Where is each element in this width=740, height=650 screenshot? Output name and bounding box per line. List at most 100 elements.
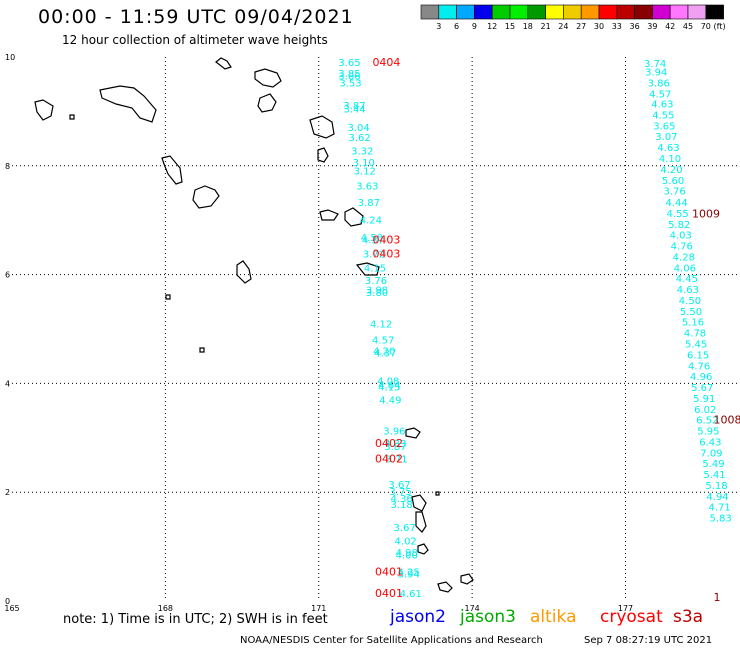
swh-value: 4.76 — [671, 242, 693, 253]
swh-value: 4.33 — [384, 439, 406, 450]
swh-value: 4.63 — [657, 143, 679, 154]
swh-value: 4.61 — [400, 589, 422, 600]
y-tick-label: 6 — [5, 271, 10, 280]
swh-value: 4.57 — [649, 89, 671, 100]
colorbar-label: 36 — [630, 22, 640, 31]
island-outline — [355, 262, 380, 276]
swh-value: 4.71 — [708, 503, 730, 514]
swh-value: 5.95 — [697, 427, 719, 438]
swh-value: 4.76 — [688, 361, 710, 372]
colorbar-label: 18 — [523, 22, 533, 31]
swh-value: 4.49 — [379, 396, 401, 407]
swh-value: 4.78 — [684, 329, 706, 340]
swh-value: 3.85 — [338, 69, 360, 80]
swh-value: 4.03 — [670, 231, 692, 242]
island-outline — [199, 347, 205, 353]
swh-value: 4.96 — [690, 372, 712, 383]
colorbar-label: 42 — [665, 22, 675, 31]
swh-value: 3.86 — [648, 78, 670, 89]
swh-value: 4.20 — [660, 165, 682, 176]
footnote: note: 1) Time is in UTC; 2) SWH is in fe… — [63, 612, 328, 627]
swh-value: 3.12 — [354, 167, 376, 178]
swh-value: 4.50 — [679, 296, 701, 307]
pass-time-label: 1 — [713, 591, 720, 604]
pass-time-label: 0402 — [375, 452, 403, 465]
colorbar-label: 6 — [454, 22, 459, 31]
swh-value: 4.08 — [377, 376, 399, 387]
pass-time-label: 0403 — [372, 234, 400, 247]
swh-value: 4.55 — [652, 110, 674, 121]
y-tick-label: 8 — [5, 162, 10, 171]
x-tick-label: 174 — [465, 604, 480, 613]
swh-value: 3.65 — [653, 121, 675, 132]
swh-value: 3.32 — [351, 146, 373, 157]
swh-value: 4.15 — [364, 263, 386, 274]
pass-time-label: 0402 — [375, 437, 403, 450]
island-outline — [437, 581, 453, 593]
swh-value: 4.50 — [361, 233, 383, 244]
swh-value: 3.18 — [390, 500, 412, 511]
swh-value: 5.41 — [703, 470, 725, 481]
swh-value: 6.02 — [694, 405, 716, 416]
swh-value: 4.25 — [398, 567, 420, 578]
swh-value: 4.37 — [362, 236, 384, 247]
colorbar-label: 24 — [558, 22, 568, 31]
swh-value: 5.18 — [705, 481, 727, 492]
swh-value: 4.06 — [674, 263, 696, 274]
pass-time-label: 0404 — [372, 56, 400, 69]
island-outline — [411, 494, 427, 512]
colorbar-label: 3 — [436, 22, 441, 31]
map-title: 00:00 - 11:59 UTC 09/04/2021 — [38, 6, 354, 28]
swh-value: 4.45 — [676, 274, 698, 285]
swh-value: 4.94 — [706, 492, 728, 503]
swh-value: 5.50 — [680, 307, 702, 318]
swh-value: 5.83 — [709, 514, 731, 525]
swh-value: 4.28 — [673, 252, 695, 263]
colorbar-label: 70 — [701, 22, 711, 31]
swh-value: 4.57 — [372, 336, 394, 347]
swh-value: 4.02 — [395, 536, 417, 547]
swh-value: 3.80 — [366, 288, 388, 299]
pass-time-label: 0401 — [375, 587, 403, 600]
mission-legend-s3a: s3a — [673, 607, 704, 627]
island-outline — [319, 209, 339, 221]
x-tick-label: 177 — [618, 604, 633, 613]
swh-value: 4.37 — [374, 349, 396, 360]
swh-value: 4.63 — [677, 285, 699, 296]
island-outline — [317, 147, 329, 163]
swh-value: 5.82 — [668, 220, 690, 231]
swh-value: 3.66 — [338, 71, 360, 82]
swh-value: 3.94 — [645, 67, 667, 78]
colorbar-swatch — [705, 4, 724, 20]
swh-value: 3.74 — [644, 59, 666, 70]
swh-value: 5.45 — [685, 339, 707, 350]
generation-timestamp: Sep 7 08:27:19 UTC 2021 — [584, 635, 713, 646]
y-tick-label: 10 — [5, 53, 15, 62]
swh-value: 5.60 — [662, 176, 684, 187]
swh-value: 3.72 — [363, 250, 385, 261]
swh-value: 3.63 — [356, 182, 378, 193]
swh-value: 6.43 — [699, 437, 721, 448]
swh-value: 3.44 — [343, 104, 365, 115]
swh-value: 4.15 — [378, 382, 400, 393]
swh-value: 7.09 — [700, 448, 722, 459]
swh-value: 4.44 — [666, 198, 688, 209]
colorbar-label: 21 — [541, 22, 551, 31]
swh-value: 3.07 — [655, 132, 677, 143]
swh-value: 3.87 — [343, 101, 365, 112]
y-tick-label: 0 — [5, 597, 10, 606]
island-outline — [405, 427, 421, 439]
swh-value: 3.98 — [366, 286, 388, 297]
swh-value: 3.62 — [349, 133, 371, 144]
swh-value: 4.36 — [390, 494, 412, 505]
x-tick-label: 171 — [311, 604, 326, 613]
colorbar-unit: (ft) — [714, 22, 726, 31]
swh-value: 3.87 — [358, 198, 380, 209]
swh-value: 4.98 — [396, 548, 418, 559]
colorbar-label: 30 — [594, 22, 604, 31]
swh-value: 3.96 — [383, 427, 405, 438]
pass-time-label: 1008 — [713, 414, 740, 427]
pass-time-label: 0401 — [375, 565, 403, 578]
swh-value: 3.67 — [388, 480, 410, 491]
